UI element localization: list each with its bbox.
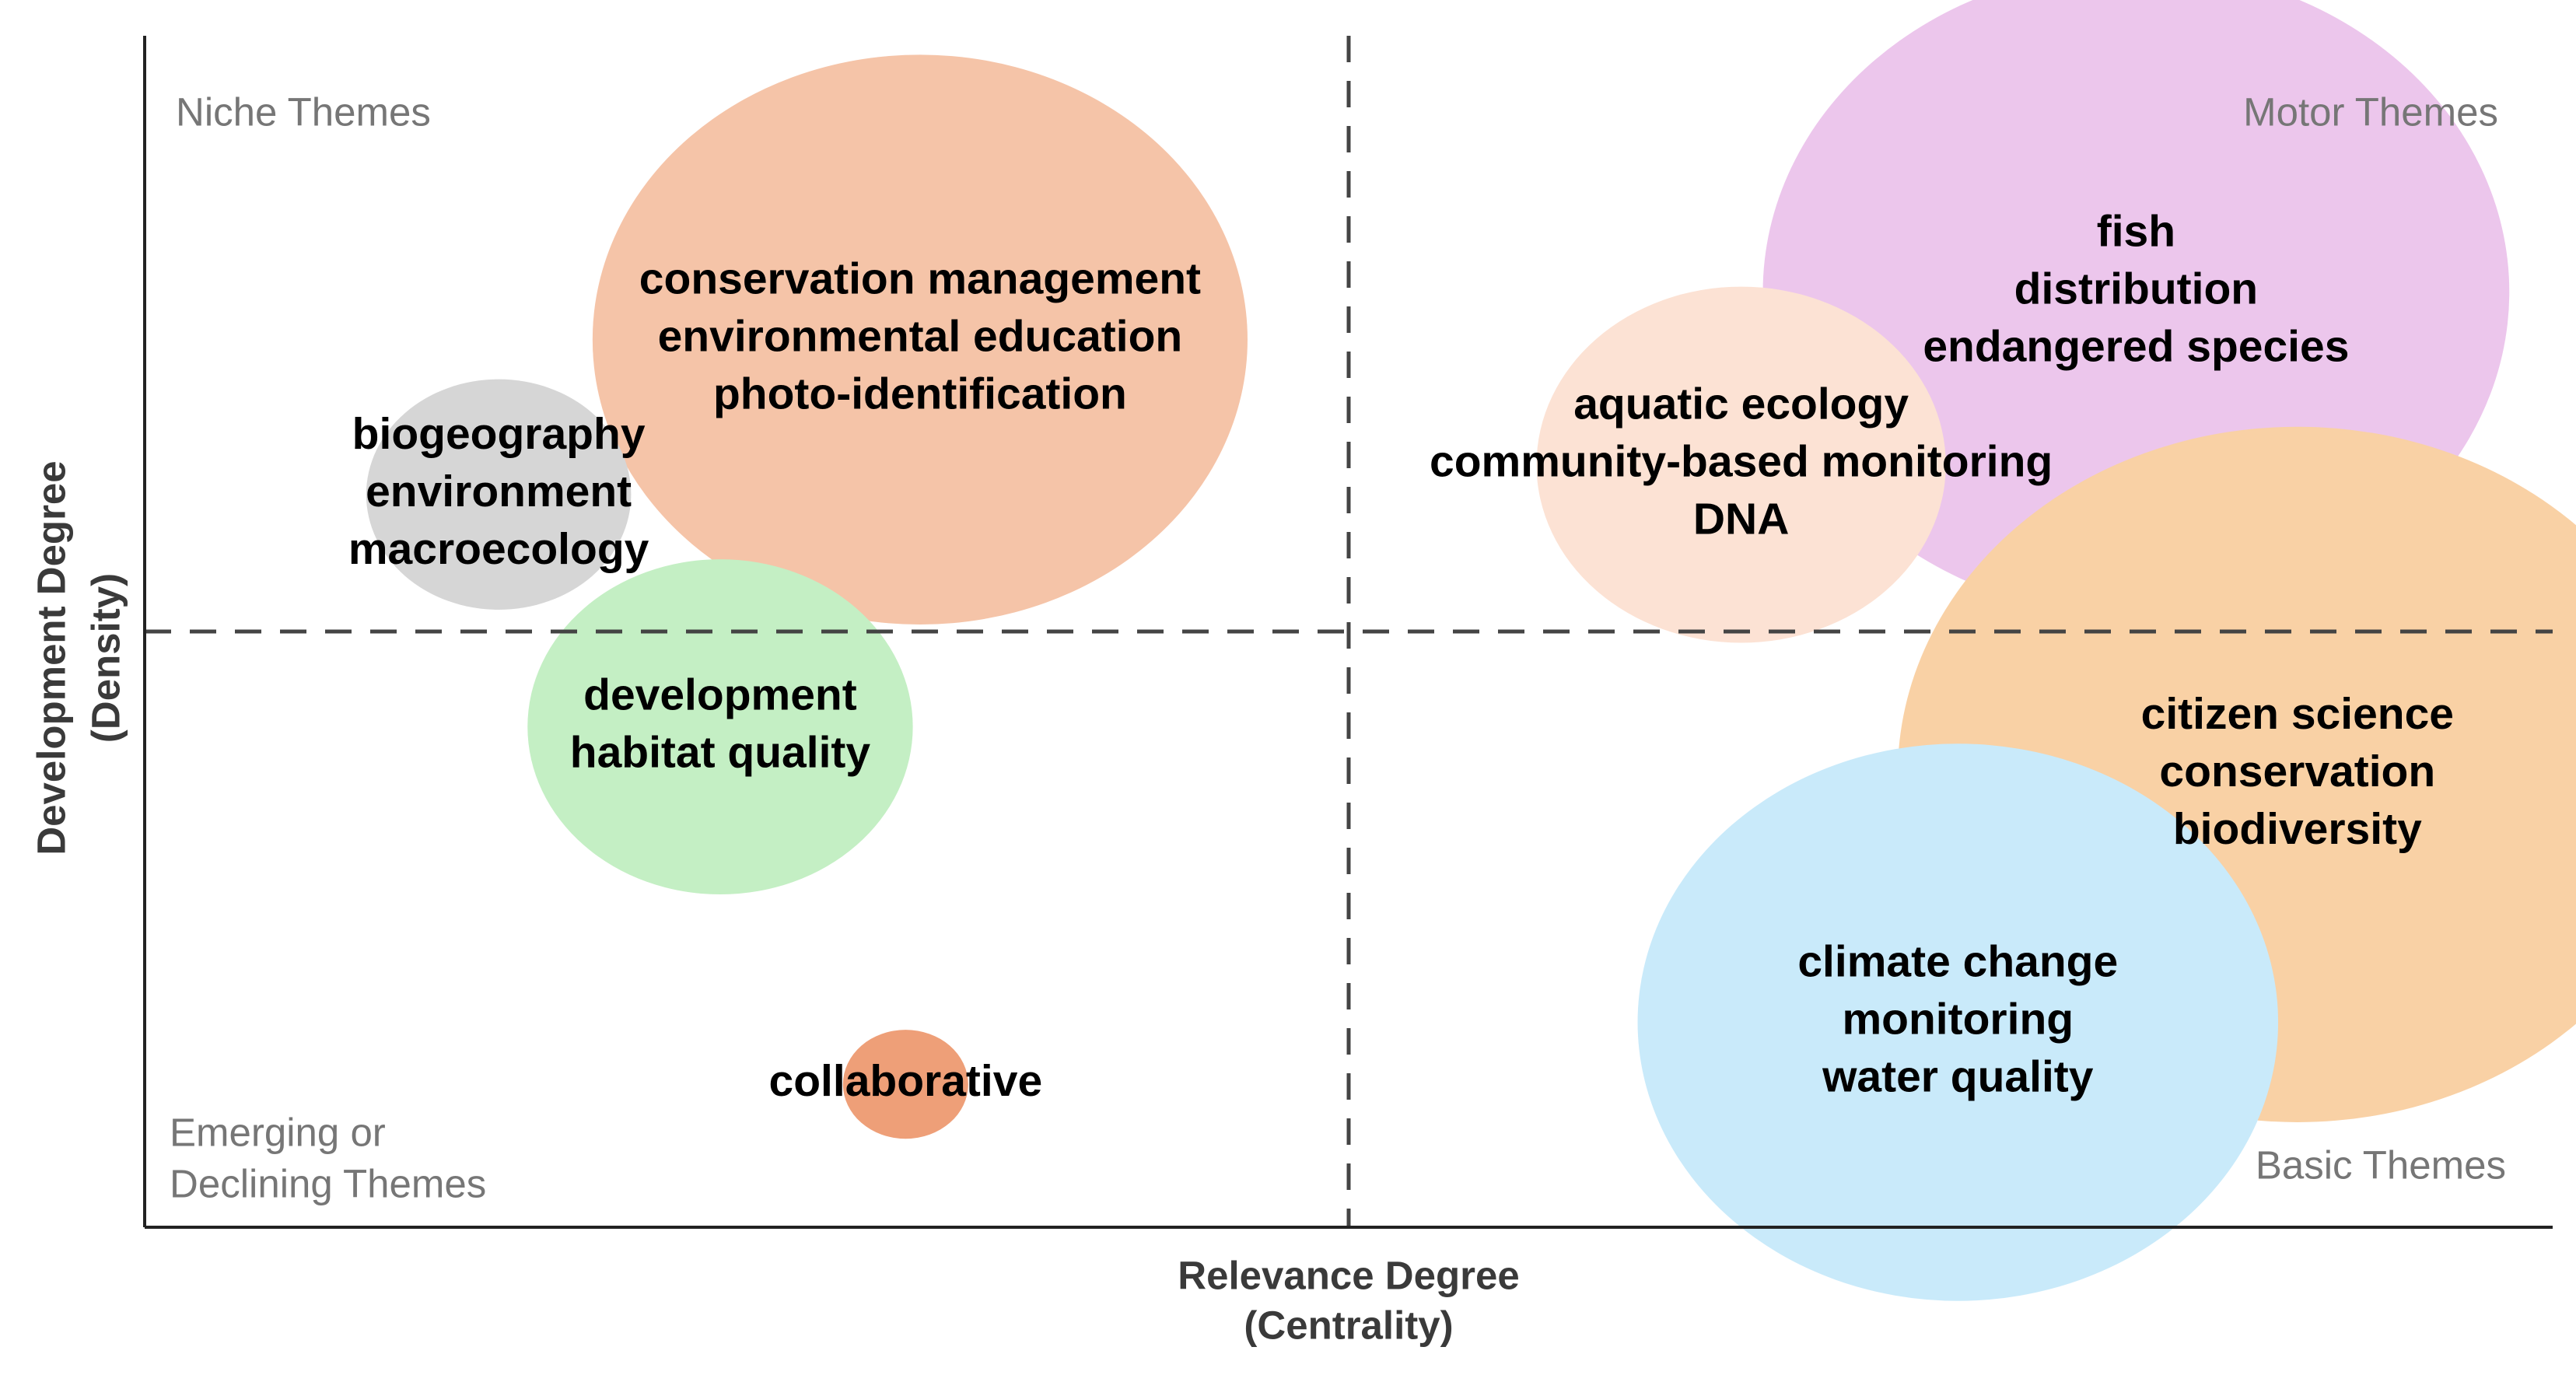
x-axis-title-line-1: (Centrality) bbox=[1244, 1303, 1453, 1347]
bubble-label-climate-change-0: climate change bbox=[1797, 937, 2118, 987]
bubbles-layer bbox=[366, 0, 2576, 1301]
bubble-aquatic-ecology bbox=[1536, 286, 1946, 643]
bubble-label-development-1: habitat quality bbox=[570, 728, 871, 778]
bubble-climate-change bbox=[1637, 743, 2279, 1301]
axes bbox=[143, 36, 2553, 1229]
bubble-label-development-0: development bbox=[583, 670, 857, 720]
quadrant-dividers bbox=[145, 36, 2553, 1227]
quadrant-label-emerging-line-1: Declining Themes bbox=[170, 1161, 486, 1205]
bubble-conservation-management bbox=[592, 54, 1248, 625]
bubble-collaborative bbox=[842, 1030, 968, 1139]
bubble-label-collaborative-0: collaborative bbox=[769, 1056, 1043, 1106]
quadrant-label-motor: Motor Themes bbox=[2243, 89, 2498, 134]
bubble-label-biogeography-0: biogeography bbox=[352, 409, 646, 459]
cluster-labels-layer: conservation management environmental edu… bbox=[348, 206, 2454, 1106]
bubble-label-citizen-science-1: conservation bbox=[2159, 747, 2435, 796]
bubble-label-aquatic-ecology-1: community-based monitoring bbox=[1430, 437, 2053, 487]
bubble-label-aquatic-ecology-0: aquatic ecology bbox=[1573, 380, 1909, 429]
y-axis-title-line-1: (Density) bbox=[83, 573, 128, 743]
bubble-label-fish-2: endangered species bbox=[1923, 321, 2349, 371]
bubble-label-conservation-management-0: conservation management bbox=[639, 254, 1201, 304]
bubble-label-citizen-science-0: citizen science bbox=[2141, 689, 2454, 739]
x-axis-title: Relevance Degree bbox=[1178, 1253, 1519, 1297]
bubble-label-fish-0: fish bbox=[2097, 206, 2175, 256]
bubble-label-conservation-management-2: photo-identification bbox=[713, 369, 1127, 419]
bubble-label-biogeography-2: macroecology bbox=[348, 524, 649, 574]
axis-titles-layer: Relevance Degree (Centrality) Development … bbox=[29, 460, 1519, 1347]
quadrant-label-niche: Niche Themes bbox=[176, 89, 431, 134]
bubble-development bbox=[527, 559, 913, 895]
bubble-label-fish-1: distribution bbox=[2014, 264, 2258, 313]
quadrant-label-emerging: Emerging or bbox=[170, 1110, 386, 1154]
bubble-label-biogeography-1: environment bbox=[366, 467, 632, 516]
bubble-label-conservation-management-1: environmental education bbox=[658, 312, 1183, 362]
bubble-biogeography bbox=[366, 379, 632, 610]
bubble-label-climate-change-1: monitoring bbox=[1842, 995, 2074, 1044]
quadrant-labels-layer: Niche Themes Motor Themes Emerging or Decli… bbox=[170, 89, 2506, 1205]
quadrant-label-basic: Basic Themes bbox=[2256, 1142, 2506, 1187]
bubble-label-aquatic-ecology-2: DNA bbox=[1693, 495, 1790, 544]
y-axis-title: Development Degree bbox=[29, 460, 73, 855]
bubble-label-climate-change-2: water quality bbox=[1822, 1052, 2094, 1102]
bubble-label-citizen-science-2: biodiversity bbox=[2173, 804, 2422, 854]
